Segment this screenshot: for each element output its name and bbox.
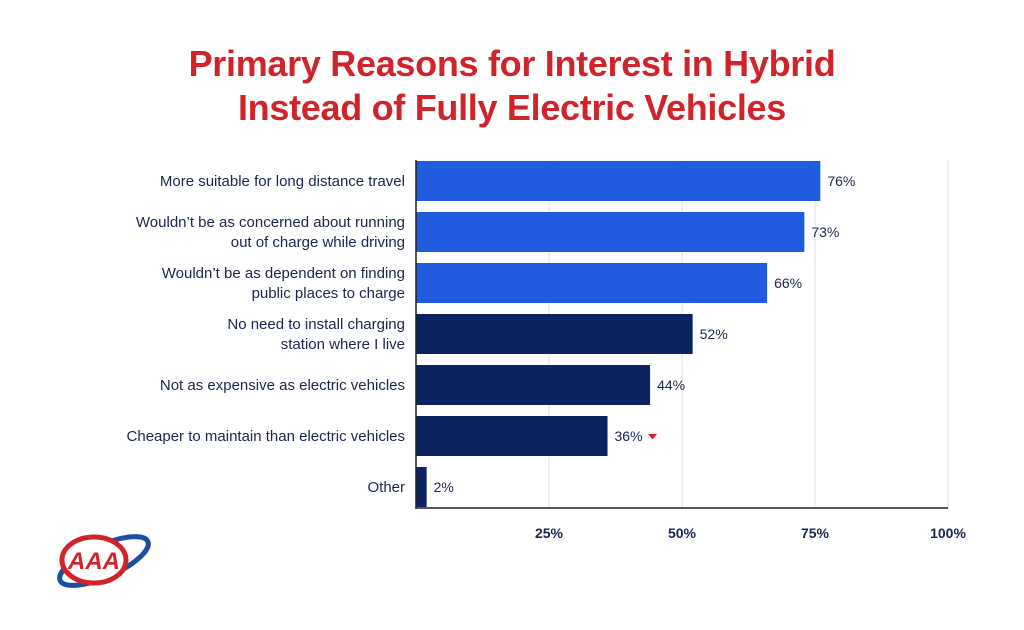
aaa-logo: AAA <box>57 534 151 588</box>
value-label-4: 44% <box>657 377 685 393</box>
value-label-3: 52% <box>700 326 728 342</box>
value-label-0: 76% <box>827 173 855 189</box>
bar-3 <box>416 314 693 354</box>
category-label-line: Not as expensive as electric vehicles <box>160 377 405 394</box>
decrease-marker <box>648 434 658 440</box>
category-label-line: station where I live <box>281 336 405 353</box>
category-label-6: Other <box>367 479 405 496</box>
chart-title: Primary Reasons for Interest in Hybrid I… <box>0 42 1024 130</box>
category-label-1: Wouldn’t be as concerned about running ou… <box>136 214 405 251</box>
category-label-line: Other <box>367 479 405 496</box>
bar-5 <box>416 416 608 456</box>
logo-oval <box>59 534 129 586</box>
title-line-1: Primary Reasons for Interest in Hybrid <box>188 43 836 84</box>
x-tick-label-75: 75% <box>801 525 830 541</box>
category-label-line: More suitable for long distance travel <box>160 173 405 190</box>
value-label-5: 36% <box>615 428 643 444</box>
category-label-4: Not as expensive as electric vehicles <box>160 377 405 394</box>
category-label-0: More suitable for long distance travel <box>160 173 405 190</box>
category-label-line: No need to install charging <box>227 316 405 333</box>
bar-1 <box>416 212 805 252</box>
x-tick-label-100: 100% <box>930 525 966 541</box>
logo-text: AAA <box>67 548 120 575</box>
category-label-line: public places to charge <box>252 285 405 302</box>
bar-2 <box>416 263 768 303</box>
category-label-2: Wouldn’t be as dependent on finding publi… <box>162 265 405 302</box>
bar-0 <box>416 161 821 201</box>
bar-6 <box>416 467 427 507</box>
category-label-3: No need to install charging station where… <box>227 316 405 353</box>
bar-4 <box>416 365 651 405</box>
category-label-line: Cheaper to maintain than electric vehicl… <box>127 428 405 445</box>
value-label-2: 66% <box>774 275 802 291</box>
x-tick-label-50: 50% <box>668 525 697 541</box>
value-label-1: 73% <box>811 224 839 240</box>
x-tick-label-25: 25% <box>535 525 564 541</box>
category-label-line: Wouldn’t be as dependent on finding <box>162 265 405 282</box>
value-label-6: 2% <box>434 479 454 495</box>
title-line-2: Instead of Fully Electric Vehicles <box>237 87 786 128</box>
category-label-5: Cheaper to maintain than electric vehicl… <box>127 428 405 445</box>
category-label-line: Wouldn’t be as concerned about running <box>136 214 405 231</box>
category-label-line: out of charge while driving <box>231 234 405 251</box>
